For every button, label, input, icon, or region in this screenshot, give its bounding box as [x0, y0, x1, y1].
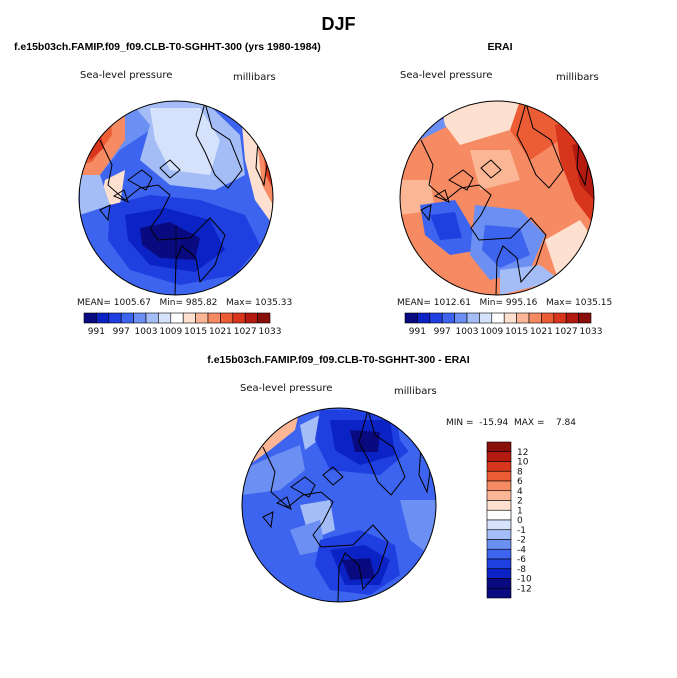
- diff-colorbar-tick-label: 12: [517, 448, 528, 458]
- diff-stats: MIN = -15.94 MAX = 7.84: [446, 418, 576, 428]
- diff-units-label: millibars: [394, 386, 437, 397]
- model-colorbar-tick-label: 1033: [259, 327, 282, 337]
- model-colorbar-swatch: [170, 312, 184, 324]
- model-colorbar-tick-label: 997: [113, 327, 130, 337]
- obs-variable-label: Sea-level pressure: [400, 70, 493, 81]
- model-colorbar-tick-label: 1003: [135, 327, 158, 337]
- model-colorbar-tick-label: 1021: [209, 327, 232, 337]
- diff-colorbar-swatch: [486, 480, 512, 492]
- obs-colorbar-swatch: [565, 312, 579, 324]
- diff-colorbar-tick-label: -6: [517, 555, 526, 565]
- diff-variable-label: Sea-level pressure: [240, 383, 333, 394]
- diff-colorbar-swatch: [486, 509, 512, 521]
- diff-slp-map: [241, 407, 437, 603]
- model-colorbar-tick-label: 1009: [159, 327, 182, 337]
- obs-colorbar-swatch: [454, 312, 468, 324]
- obs-panel-title: ERAI: [487, 41, 513, 53]
- model-colorbar-tick-label: 1027: [234, 327, 257, 337]
- diff-colorbar-tick-label: 10: [517, 458, 529, 468]
- obs-colorbar-tick-label: 1009: [480, 327, 503, 337]
- diff-colorbar-tick-label: -10: [517, 575, 532, 585]
- diff-colorbar-tick-label: 8: [517, 467, 523, 477]
- obs-colorbar-tick-label: 1021: [530, 327, 553, 337]
- diff-colorbar-swatch: [486, 539, 512, 550]
- diff-colorbar-swatch: [486, 578, 512, 589]
- model-colorbar-swatch: [158, 312, 172, 324]
- obs-colorbar-swatch: [491, 312, 505, 324]
- diff-colorbar-swatch: [486, 441, 512, 453]
- diff-colorbar-swatch: [486, 587, 512, 599]
- model-colorbar-swatch: [83, 312, 97, 324]
- obs-colorbar: 991 997 1003 1009 1015 1021 1027 1033: [404, 312, 603, 337]
- obs-colorbar-tick-label: 991: [409, 327, 426, 337]
- diff-colorbar-tick-label: -8: [517, 565, 526, 575]
- obs-colorbar-swatch: [479, 312, 493, 324]
- model-colorbar-swatch: [220, 312, 234, 324]
- season-title: DJF: [321, 14, 356, 34]
- obs-colorbar-swatch: [516, 312, 530, 324]
- obs-colorbar-swatch: [466, 312, 480, 324]
- model-colorbar-swatch: [182, 312, 196, 324]
- diff-colorbar-swatch: [486, 568, 512, 579]
- diff-colorbar-swatch: [486, 558, 512, 570]
- obs-colorbar-swatch: [441, 312, 455, 324]
- diff-colorbar-tick-label: 6: [517, 477, 523, 487]
- model-variable-label: Sea-level pressure: [80, 70, 173, 81]
- obs-colorbar-swatch: [578, 312, 592, 324]
- obs-colorbar-swatch: [503, 312, 517, 324]
- diff-panel-title: f.e15b03ch.FAMIP.f09_f09.CLB-T0-SGHHT-30…: [207, 354, 470, 366]
- model-units-label: millibars: [233, 72, 276, 83]
- diff-colorbar-swatch: [486, 461, 512, 472]
- model-colorbar-swatch: [96, 312, 110, 324]
- diff-colorbar-swatch: [486, 500, 512, 511]
- model-colorbar-swatch: [133, 312, 147, 324]
- diff-colorbar-tick-label: 0: [517, 516, 523, 526]
- model-colorbar-tick-label: 1015: [184, 327, 207, 337]
- obs-colorbar-swatch: [404, 312, 418, 324]
- model-colorbar-swatch: [195, 312, 209, 324]
- diff-colorbar-swatch: [486, 451, 512, 462]
- obs-colorbar-swatch: [429, 312, 443, 324]
- diff-colorbar-swatch: [486, 548, 512, 560]
- model-colorbar: 991 997 1003 1009 1015 1021 1027 1033: [83, 312, 282, 337]
- obs-colorbar-tick-label: 1003: [456, 327, 479, 337]
- diff-colorbar-swatch: [486, 470, 512, 482]
- model-panel-title: f.e15b03ch.FAMIP.f09_f09.CLB-T0-SGHHT-30…: [14, 41, 321, 53]
- model-colorbar-swatch: [207, 312, 221, 324]
- model-stats: MEAN= 1005.67 Min= 985.82 Max= 1035.33: [77, 298, 293, 308]
- diff-colorbar-tick-label: -12: [517, 584, 532, 594]
- obs-colorbar-tick-label: 1027: [555, 327, 578, 337]
- diff-colorbar-tick-label: 4: [517, 487, 523, 497]
- diff-colorbar-swatch: [486, 519, 512, 531]
- diff-colorbar-swatch: [486, 529, 512, 540]
- obs-colorbar-tick-label: 1015: [505, 327, 528, 337]
- obs-colorbar-tick-label: 997: [434, 327, 451, 337]
- diff-colorbar-tick-label: -4: [517, 545, 526, 555]
- obs-colorbar-swatch: [417, 312, 431, 324]
- model-colorbar-tick-label: 991: [88, 327, 105, 337]
- obs-colorbar-swatch: [541, 312, 555, 324]
- diff-colorbar-tick-label: -2: [517, 536, 526, 546]
- model-colorbar-swatch: [257, 312, 271, 324]
- model-colorbar-swatch: [232, 312, 246, 324]
- obs-slp-map: [399, 100, 595, 296]
- diff-colorbar-tick-label: 1: [517, 506, 523, 516]
- obs-colorbar-swatch: [528, 312, 542, 324]
- obs-units-label: millibars: [556, 72, 599, 83]
- diff-colorbar-tick-label: -1: [517, 526, 526, 536]
- diff-colorbar-tick-label: 2: [517, 497, 523, 507]
- model-colorbar-swatch: [244, 312, 258, 324]
- obs-stats: MEAN= 1012.61 Min= 995.16 Max= 1035.15: [397, 298, 613, 308]
- obs-colorbar-swatch: [553, 312, 567, 324]
- model-colorbar-swatch: [120, 312, 134, 324]
- model-colorbar-swatch: [145, 312, 159, 324]
- model-colorbar-swatch: [108, 312, 122, 324]
- model-slp-map: [78, 100, 274, 296]
- diff-colorbar-swatch: [486, 490, 512, 501]
- obs-colorbar-tick-label: 1033: [580, 327, 603, 337]
